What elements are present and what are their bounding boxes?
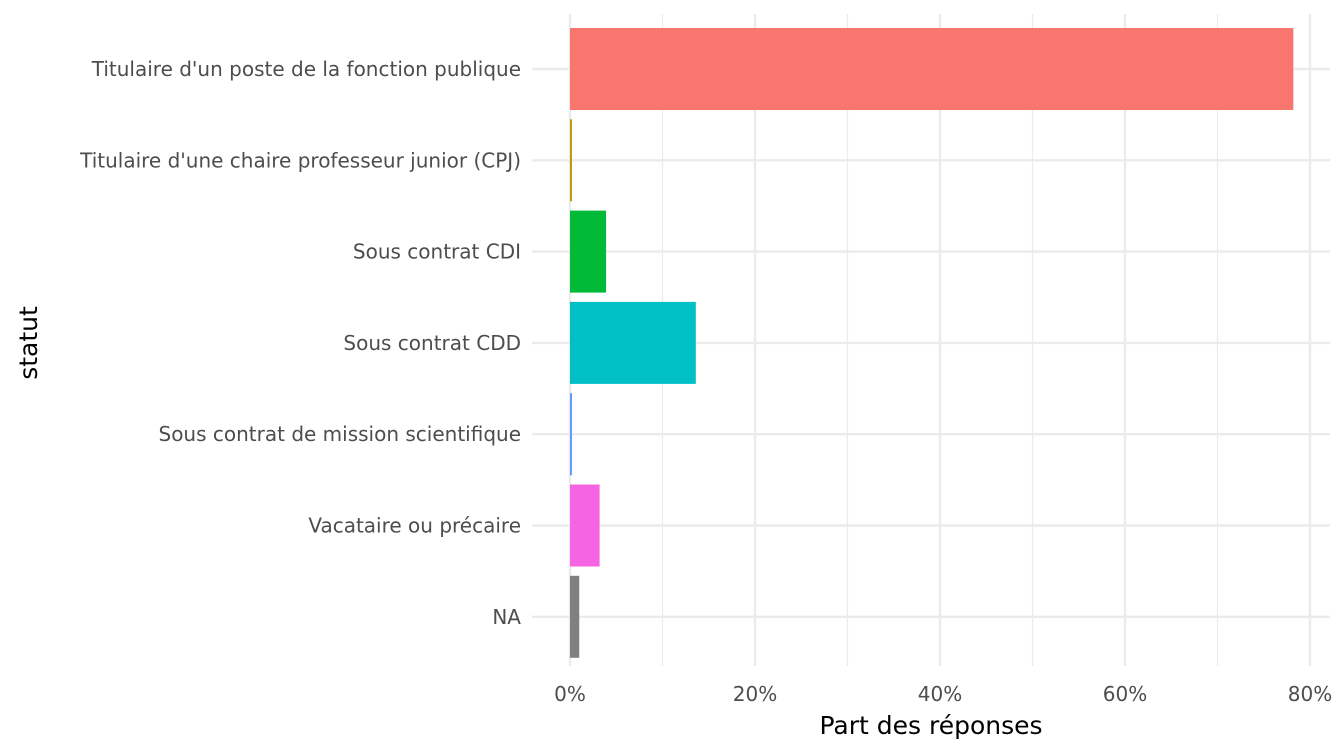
y-tick-label: Sous contrat CDD <box>343 331 521 355</box>
x-tick-label: 20% <box>733 682 777 706</box>
bar <box>570 301 696 384</box>
y-tick-label: NA <box>492 605 521 629</box>
x-tick-label: 60% <box>1103 682 1147 706</box>
bars <box>570 28 1294 658</box>
y-tick-label: Titulaire d'un poste de la fonction publ… <box>91 57 521 81</box>
bar <box>570 393 572 476</box>
bar <box>570 210 607 293</box>
y-axis-title: statut <box>14 306 43 380</box>
y-tick-label: Sous contrat de mission scientifique <box>159 422 522 446</box>
bar <box>570 575 580 658</box>
x-tick-label: 0% <box>554 682 586 706</box>
x-tick-label: 40% <box>918 682 962 706</box>
y-tick-label: Sous contrat CDI <box>353 240 521 264</box>
x-tick-label: 80% <box>1288 682 1332 706</box>
bar <box>570 484 600 567</box>
y-tick-label: Vacataire ou précaire <box>308 514 521 538</box>
y-tick-label: Titulaire d'une chaire professeur junior… <box>79 148 521 172</box>
bar <box>570 119 572 202</box>
y-tick-labels: Titulaire d'un poste de la fonction publ… <box>79 57 521 629</box>
x-axis-title: Part des réponses <box>819 711 1042 740</box>
x-tick-labels: 0% 20% 40% 60% 80% <box>554 682 1332 706</box>
bar <box>570 28 1294 110</box>
